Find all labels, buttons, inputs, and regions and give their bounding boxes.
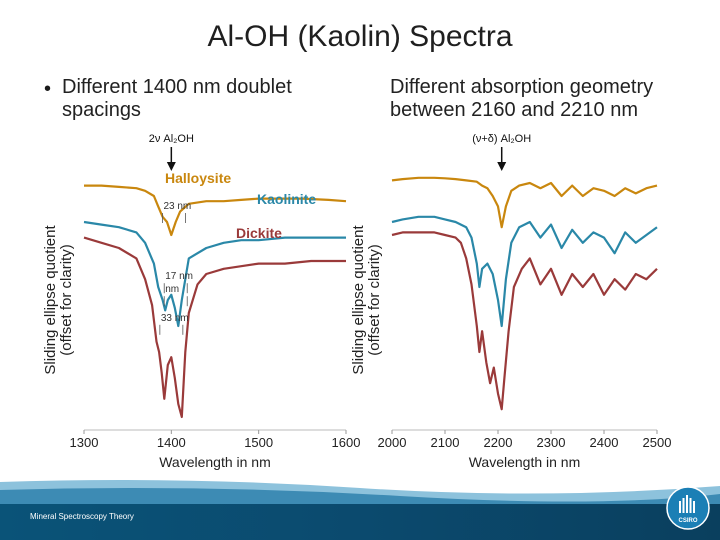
- slide-title: Al-OH (Kaolin) Spectra: [207, 20, 513, 53]
- series-line-halloysite: [391, 176, 658, 229]
- chart-right-2200nm: 2000 2100 2200 2300 2400 2500 Wavelength in nm…: [350, 133, 671, 470]
- marker-label: (ν+δ) Al₂OH: [472, 133, 531, 145]
- right-heading-text: Different absorption geometry between 21…: [390, 76, 654, 121]
- series-line-kaolinite: [391, 215, 658, 328]
- series-line-dickite: [391, 231, 658, 411]
- csiro-logo: CSIRO: [666, 486, 710, 530]
- doublet-annotation: 33 nm: [161, 313, 189, 324]
- x-tick-label: 2000: [378, 435, 407, 450]
- chart-left-1400nm: 1300 1400 1500 1600 Wavelength in nm Sliding …: [42, 133, 360, 470]
- x-tick-label: 2500: [643, 435, 672, 450]
- series-line-dickite: [83, 236, 346, 419]
- y-axis-label: (offset for clarity): [58, 244, 75, 355]
- x-tick-label: 2100: [431, 435, 460, 450]
- x-tick-label: 2200: [484, 435, 513, 450]
- x-axis-label: Wavelength in nm: [469, 454, 581, 470]
- footer-text: Mineral Spectroscopy Theory: [30, 512, 134, 521]
- bullet-dot-icon: •: [44, 78, 52, 100]
- x-tick-label: 2400: [590, 435, 619, 450]
- x-tick-label: 1600: [332, 435, 360, 450]
- legend-label-dickite: Dickite: [236, 225, 282, 241]
- x-tick-label: 2300: [537, 435, 566, 450]
- marker-label: 2ν Al₂OH: [149, 133, 194, 145]
- x-tick-label: 1400: [157, 435, 186, 450]
- x-axis-label: Wavelength in nm: [159, 454, 271, 470]
- x-axis: 2000 2100 2200 2300 2400 2500 Wavelength in nm…: [350, 225, 671, 470]
- legend-label-kaolinite: Kaolinite: [257, 191, 316, 207]
- y-axis-label: Sliding ellipse quotient: [42, 225, 59, 375]
- label-group: 2ν Al₂OH Halloysite Kaolinite Dickite 23 nm 1…: [149, 133, 316, 335]
- label-group: (ν+δ) Al₂OH: [472, 133, 531, 171]
- y-axis-label: Sliding ellipse quotient: [350, 225, 367, 375]
- x-tick-label: 1300: [70, 435, 99, 450]
- doublet-annotation: 17 nm: [165, 271, 193, 282]
- series-group: [83, 184, 347, 419]
- series-line-kaolinite: [83, 220, 346, 328]
- legend-label-halloysite: Halloysite: [165, 170, 231, 186]
- y-axis-label: (offset for clarity): [366, 244, 383, 355]
- marker-arrow-icon: [497, 162, 507, 171]
- csiro-logo-icon: [679, 495, 695, 513]
- doublet-annotation: 23 nm: [163, 201, 191, 212]
- doublet-annotation: nm: [165, 284, 179, 295]
- series-group: [391, 176, 658, 411]
- x-axis: 1300 1400 1500 1600 Wavelength in nm Sliding …: [42, 225, 360, 470]
- logo-text: CSIRO: [678, 518, 697, 524]
- series-line-halloysite: [84, 184, 347, 237]
- marker-arrow-icon: [166, 162, 176, 171]
- left-bullet-text: Different 1400 nm doublet spacings: [62, 76, 292, 121]
- x-tick-label: 1500: [244, 435, 273, 450]
- footer-bar: [0, 480, 720, 540]
